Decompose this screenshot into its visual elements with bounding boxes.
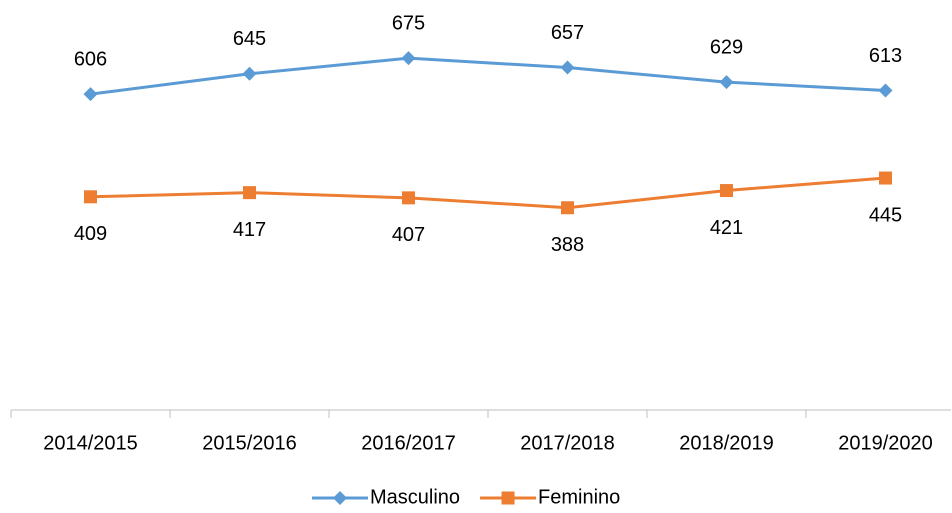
series-line [90,56,886,96]
data-label: 417 [233,219,266,241]
legend-marker [333,491,347,505]
point [242,66,257,81]
data-label: 409 [74,223,107,245]
x-tick-label: 2017/2018 [520,432,615,454]
data-label: 606 [74,48,107,70]
point [83,87,98,102]
point [561,201,574,215]
point [720,184,733,198]
legend-label: Feminino [538,486,620,508]
legend-label: Masculino [370,486,460,508]
x-tick-label: 2018/2019 [679,432,774,454]
data-label: 407 [392,224,425,246]
series-line [90,176,886,210]
data-label: 388 [551,234,584,256]
data-label: 613 [869,45,902,67]
data-label: 629 [710,36,743,58]
data-label: 645 [233,28,266,50]
data-label: 675 [392,12,425,34]
data-label: 657 [551,22,584,44]
point [878,83,893,98]
point [84,190,97,204]
data-label: 421 [710,217,743,239]
x-tick-label: 2015/2016 [202,432,297,454]
x-tick-label: 2014/2015 [43,432,138,454]
legend-marker [501,491,515,505]
data-label: 445 [869,204,902,226]
point [402,191,415,205]
point [401,51,416,66]
x-tick-label: 2016/2017 [361,432,456,454]
point [243,186,256,200]
point [879,171,892,185]
point [560,60,575,75]
point [719,75,734,90]
x-tick-label: 2019/2020 [838,432,933,454]
